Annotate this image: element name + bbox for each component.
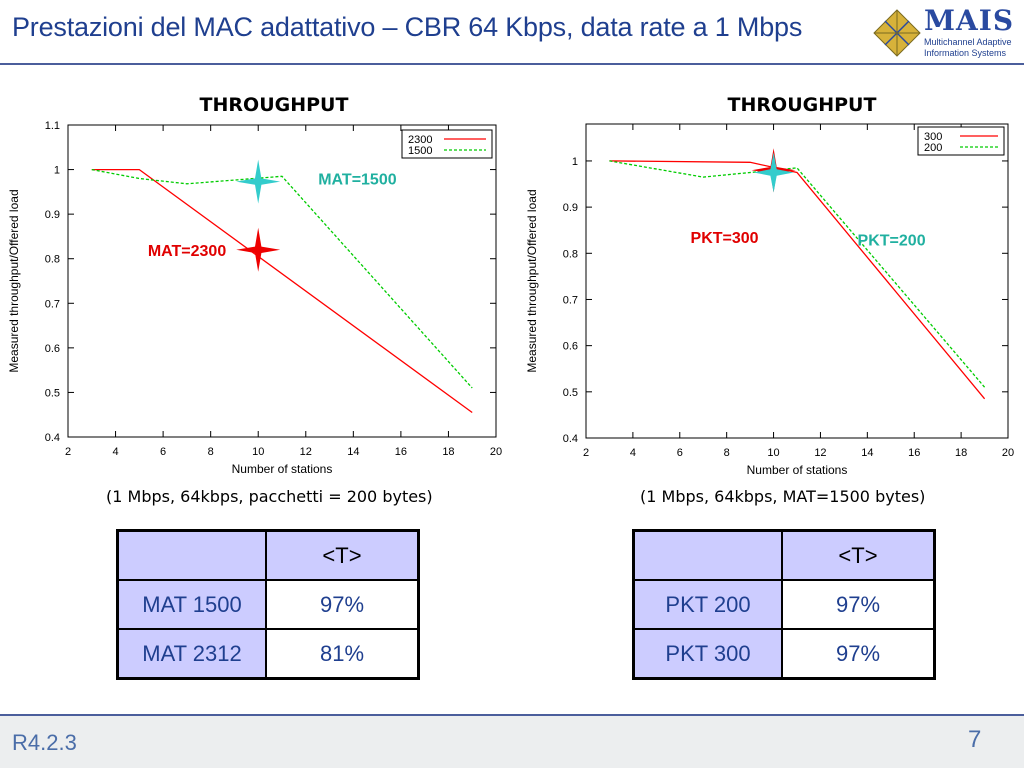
y-axis-label: Measured throughput/Offered load xyxy=(525,189,539,372)
logo-subtitle-line1: Multichannel Adaptive xyxy=(924,37,1012,47)
x-tick-label: 8 xyxy=(208,446,214,458)
y-axis-label: Measured throughput/Offered load xyxy=(7,189,21,372)
right-caption: (1 Mbps, 64kbps, MAT=1500 bytes) xyxy=(640,487,926,506)
footer-divider xyxy=(0,714,1024,716)
x-tick-label: 16 xyxy=(908,447,920,459)
table-row: <T> xyxy=(116,529,420,581)
series-line-1500 xyxy=(91,168,473,389)
annotation-star-icon xyxy=(236,159,281,204)
y-tick-label: 0.5 xyxy=(563,387,578,399)
y-tick-label: 0.5 xyxy=(45,387,60,399)
legend-entry: 2300 xyxy=(408,134,432,146)
y-tick-label: 1.1 xyxy=(45,120,60,132)
y-tick-label: 0.6 xyxy=(563,341,578,353)
page-number: 7 xyxy=(968,726,982,753)
x-tick-label: 18 xyxy=(442,446,454,458)
x-tick-label: 14 xyxy=(861,447,873,459)
x-tick-label: 10 xyxy=(252,446,264,458)
y-tick-label: 1 xyxy=(572,156,578,168)
left-results-table: <T> MAT 1500 97% MAT 2312 81% xyxy=(116,529,420,680)
x-tick-label: 6 xyxy=(160,446,166,458)
row-value: 97% xyxy=(781,628,936,680)
y-tick-label: 0.8 xyxy=(563,248,578,260)
x-tick-label: 14 xyxy=(347,446,359,458)
plot-frame xyxy=(585,123,1009,439)
plot-frame xyxy=(67,124,497,438)
footer: R4.2.3 7 xyxy=(0,714,1024,768)
y-tick-label: 0.7 xyxy=(563,294,578,306)
annotation-label: PKT=200 xyxy=(858,232,926,249)
row-value: 97% xyxy=(781,579,936,630)
footer-section-id: R4.2.3 xyxy=(12,730,77,755)
table-row: PKT 200 97% xyxy=(632,579,936,630)
x-axis-label: Number of stations xyxy=(747,463,848,477)
table-corner-cell xyxy=(116,529,267,581)
y-tick-label: 0.4 xyxy=(45,432,60,444)
y-tick-label: 0.9 xyxy=(45,209,60,221)
table-row: MAT 1500 97% xyxy=(116,579,420,630)
x-axis-label: Number of stations xyxy=(232,462,333,476)
x-tick-label: 2 xyxy=(65,446,71,458)
table-row: MAT 2312 81% xyxy=(116,628,420,680)
row-label: PKT 300 xyxy=(632,628,783,680)
x-tick-label: 18 xyxy=(955,447,967,459)
logo-name: MAIS xyxy=(924,4,1015,37)
y-tick-label: 0.9 xyxy=(563,202,578,214)
x-tick-label: 20 xyxy=(1002,447,1014,459)
logo-diamond-icon xyxy=(873,9,921,57)
x-tick-label: 4 xyxy=(630,447,636,459)
left-chart-title: THROUGHPUT xyxy=(199,94,349,116)
right-results-table: <T> PKT 200 97% PKT 300 97% xyxy=(632,529,936,680)
row-label: PKT 200 xyxy=(632,579,783,630)
annotation-star-icon xyxy=(753,152,794,193)
row-value: 81% xyxy=(265,628,420,680)
annotation-label: MAT=1500 xyxy=(318,172,397,189)
y-tick-label: 0.4 xyxy=(563,433,578,445)
x-tick-label: 6 xyxy=(677,447,683,459)
y-tick-label: 0.8 xyxy=(45,254,60,266)
logo-subtitle-line2: Information Systems xyxy=(924,48,1007,58)
mais-logo: MAIS Multichannel Adaptive Information S… xyxy=(872,4,1013,58)
row-label: MAT 2312 xyxy=(116,628,267,680)
throughput-chart-mat: 2 4 6 8 10 12 14 16 18 20 0.4 0.5 0.6 0.7 0.8 0.9 1 1.1 Nu… xyxy=(7,120,502,476)
title-divider xyxy=(0,63,1024,65)
table-row: PKT 300 97% xyxy=(632,628,936,680)
legend-box xyxy=(401,129,493,159)
row-label: MAT 1500 xyxy=(116,579,267,630)
x-tick-label: 12 xyxy=(300,446,312,458)
x-tick-label: 12 xyxy=(814,447,826,459)
header: Prestazioni del MAC adattativo – CBR 64 … xyxy=(0,0,1024,66)
x-tick-label: 20 xyxy=(490,446,502,458)
x-tick-label: 4 xyxy=(112,446,118,458)
x-tick-label: 2 xyxy=(583,447,589,459)
series-line-200 xyxy=(609,160,986,388)
table-corner-cell xyxy=(632,529,783,581)
legend-box xyxy=(917,126,1005,156)
y-tick-label: 0.7 xyxy=(45,298,60,310)
legend-entry: 200 xyxy=(924,142,942,154)
table-row: <T> xyxy=(632,529,936,581)
x-tick-label: 8 xyxy=(724,447,730,459)
annotation-star-icon xyxy=(236,227,281,272)
y-tick-label: 1 xyxy=(54,165,60,177)
annotation-label: PKT=300 xyxy=(691,230,759,247)
annotation-label: MAT=2300 xyxy=(148,243,227,260)
left-caption: (1 Mbps, 64kbps, pacchetti = 200 bytes) xyxy=(106,487,433,506)
table-header-cell: <T> xyxy=(781,529,936,581)
page-title: Prestazioni del MAC adattativo – CBR 64 … xyxy=(12,12,803,42)
y-tick-label: 0.6 xyxy=(45,343,60,355)
throughput-chart-pkt: 2 4 6 8 10 12 14 16 18 20 0.4 0.5 0.6 0.7 0.8 0.9 1 Numbe… xyxy=(525,123,1014,477)
legend-entry: 300 xyxy=(924,131,942,143)
x-tick-label: 10 xyxy=(767,447,779,459)
right-chart-title: THROUGHPUT xyxy=(727,94,877,116)
row-value: 97% xyxy=(265,579,420,630)
series-line-2300 xyxy=(91,168,473,414)
x-tick-label: 16 xyxy=(395,446,407,458)
legend-entry: 1500 xyxy=(408,145,432,157)
table-header-cell: <T> xyxy=(265,529,420,581)
